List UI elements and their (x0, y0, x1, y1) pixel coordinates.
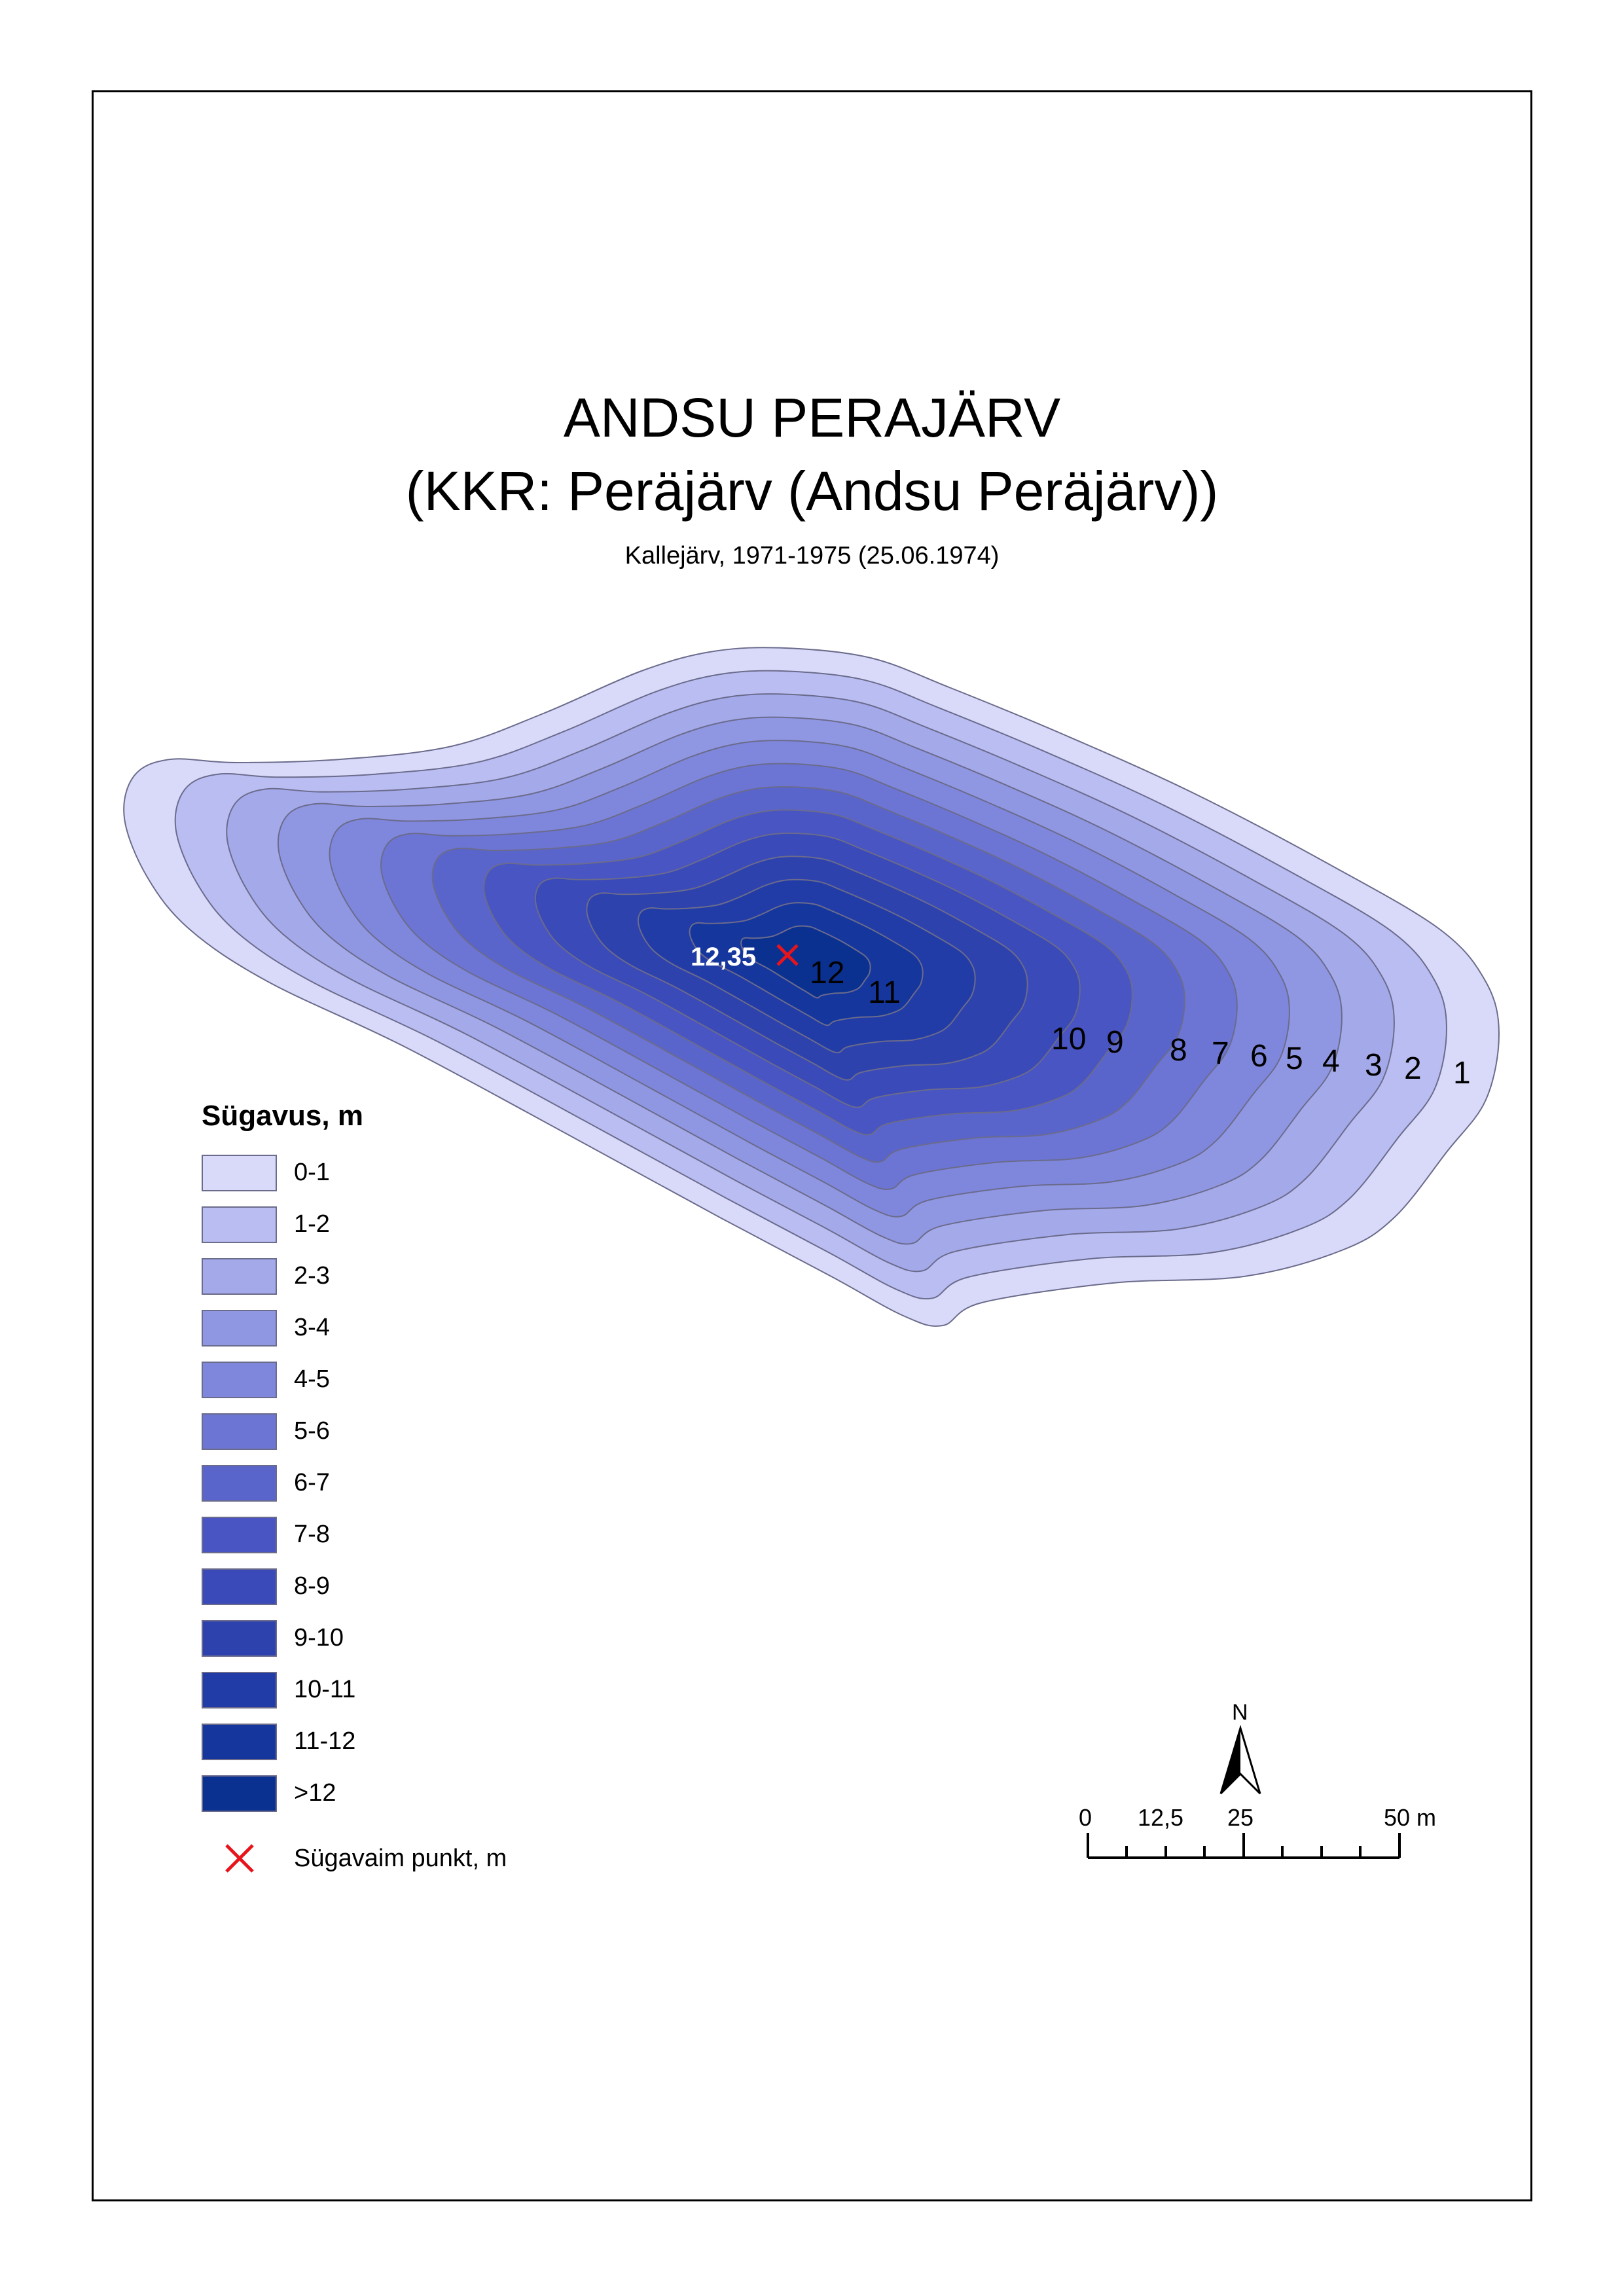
scale-tick-label: 0 (1079, 1804, 1092, 1831)
legend-swatch (202, 1568, 277, 1605)
legend-deepest-point: Sügavaim punkt, m (202, 1840, 507, 1877)
legend-item: 3-4 (202, 1302, 507, 1354)
depth-zone (740, 925, 871, 999)
contour-label-10: 10 (1051, 1022, 1086, 1057)
legend-label: 4-5 (294, 1365, 330, 1393)
legend-swatch (202, 1464, 277, 1502)
legend-item: 1-2 (202, 1199, 507, 1250)
legend-item: 8-9 (202, 1561, 507, 1612)
legend-item: 6-7 (202, 1457, 507, 1509)
contour-label-8: 8 (1170, 1033, 1187, 1068)
legend-swatch (202, 1154, 277, 1191)
legend-swatch (202, 1257, 277, 1295)
legend-label: 11-12 (294, 1727, 356, 1755)
legend-label: 1-2 (294, 1210, 330, 1238)
legend-label: 5-6 (294, 1417, 330, 1445)
legend-label: 2-3 (294, 1262, 330, 1290)
contour-labels: 12 11 10 9 8 7 6 5 4 3 2 1 (810, 956, 1471, 1091)
contour-label-6: 6 (1250, 1039, 1268, 1074)
legend-item: 2-3 (202, 1250, 507, 1302)
legend-swatch (202, 1413, 277, 1450)
legend-items: 0-1 1-2 2-3 3-4 4-5 5-6 6-7 7-8 8-9 9-10 10-11 11-1… (202, 1147, 507, 1819)
legend-swatch (202, 1516, 277, 1553)
lake-contours (123, 647, 1500, 1327)
legend-item: 9-10 (202, 1612, 507, 1664)
legend-label: 6-7 (294, 1469, 330, 1496)
legend-swatch (202, 1671, 277, 1708)
contour-label-7: 7 (1212, 1036, 1229, 1071)
scale-tick-label: 50 m (1384, 1804, 1436, 1831)
legend-item: 10-11 (202, 1664, 507, 1716)
legend-swatch (202, 1723, 277, 1760)
contour-label-1: 1 (1453, 1056, 1471, 1091)
legend-label: 7-8 (294, 1521, 330, 1548)
legend-item: 0-1 (202, 1147, 507, 1199)
legend-item: 4-5 (202, 1354, 507, 1405)
legend-label: >12 (294, 1779, 336, 1807)
legend-label: 0-1 (294, 1159, 330, 1186)
contour-label-4: 4 (1322, 1044, 1340, 1079)
legend-swatch (202, 1206, 277, 1243)
deepest-point-icon (202, 1840, 277, 1877)
contour-label-9: 9 (1106, 1025, 1124, 1060)
legend-item: >12 (202, 1767, 507, 1819)
deepest-point-marker (776, 944, 799, 966)
legend-label: 9-10 (294, 1624, 344, 1652)
map-frame (92, 90, 1532, 2201)
contour-label-2: 2 (1404, 1051, 1422, 1086)
legend-label: 10-11 (294, 1676, 356, 1703)
contour-label-5: 5 (1286, 1041, 1303, 1076)
map-title: ANDSU PERAJÄRV (563, 387, 1061, 448)
legend-swatch (202, 1619, 277, 1657)
contour-label-11: 11 (868, 975, 901, 1010)
map-subtitle: (KKR: Peräjärv (Andsu Peräjärv)) (405, 460, 1219, 522)
north-label: N (1232, 1700, 1248, 1725)
map-source: Kallejärv, 1971-1975 (25.06.1974) (624, 542, 1000, 569)
legend-swatch (202, 1361, 277, 1398)
contour-label-12: 12 (810, 956, 844, 990)
legend-swatch (202, 1775, 277, 1812)
scale-tick-label: 12,5 (1138, 1804, 1183, 1831)
legend-swatch (202, 1309, 277, 1346)
legend-item: 5-6 (202, 1405, 507, 1457)
legend-deepest-label: Sügavaim punkt, m (294, 1844, 507, 1872)
deepest-point-label: 12,35 (691, 943, 756, 971)
scale-bar: 0 12,5 25 50 m (1079, 1804, 1436, 1859)
legend-title: Sügavus, m (202, 1100, 363, 1132)
scale-tick-label: 25 (1227, 1804, 1254, 1831)
depth-legend: Sügavus, m 0-1 1-2 2-3 3-4 4-5 5-6 6-7 7-8 8-9 9-… (202, 1100, 507, 1877)
legend-label: 8-9 (294, 1572, 330, 1600)
north-arrow: N (1219, 1700, 1261, 1795)
legend-item: 7-8 (202, 1509, 507, 1561)
legend-item: 11-12 (202, 1716, 507, 1767)
contour-label-3: 3 (1365, 1048, 1382, 1083)
legend-label: 3-4 (294, 1314, 330, 1341)
